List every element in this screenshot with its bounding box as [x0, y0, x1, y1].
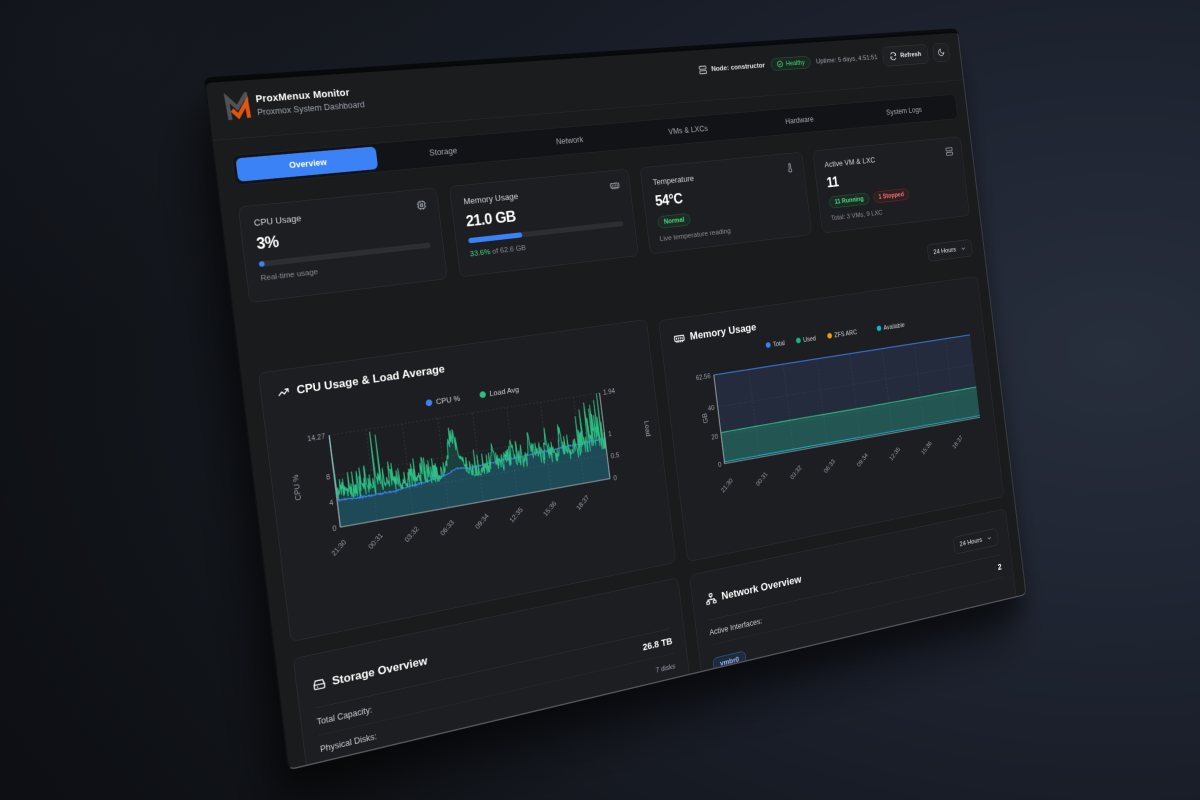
svg-text:12:35: 12:35 [508, 506, 525, 524]
svg-text:GB: GB [701, 412, 709, 424]
svg-text:0: 0 [718, 461, 722, 469]
svg-text:Used: Used [803, 334, 817, 343]
svg-text:0: 0 [613, 474, 617, 482]
svg-text:0.5: 0.5 [610, 451, 619, 460]
svg-text:4: 4 [329, 498, 334, 507]
svg-text:06:33: 06:33 [438, 518, 455, 537]
svg-text:ZFS ARC: ZFS ARC [834, 328, 858, 339]
svg-text:15:36: 15:36 [542, 500, 558, 518]
svg-text:20: 20 [711, 432, 718, 441]
svg-text:12:35: 12:35 [888, 446, 902, 463]
svg-text:09:34: 09:34 [473, 512, 490, 531]
svg-text:00:31: 00:31 [754, 470, 769, 487]
svg-text:CPU %: CPU % [436, 395, 461, 407]
svg-text:40: 40 [708, 404, 715, 413]
svg-text:21:30: 21:30 [330, 538, 348, 557]
svg-text:Load Avg: Load Avg [489, 386, 520, 399]
svg-text:Load: Load [643, 420, 652, 437]
svg-text:62.56: 62.56 [696, 372, 711, 382]
svg-text:18:37: 18:37 [951, 434, 964, 450]
svg-text:CPU %: CPU % [291, 473, 303, 501]
svg-text:03:32: 03:32 [403, 525, 421, 544]
svg-text:1.94: 1.94 [603, 387, 616, 397]
svg-text:03:32: 03:32 [789, 464, 803, 481]
svg-text:18:37: 18:37 [575, 494, 591, 512]
svg-text:8: 8 [326, 472, 331, 481]
svg-text:Available: Available [883, 321, 905, 331]
svg-text:00:31: 00:31 [367, 531, 385, 550]
svg-text:14.27: 14.27 [307, 432, 326, 443]
svg-text:0: 0 [332, 524, 337, 533]
svg-text:09:34: 09:34 [855, 452, 869, 469]
svg-text:15:36: 15:36 [920, 440, 933, 456]
svg-text:1: 1 [608, 430, 612, 438]
svg-text:21:30: 21:30 [719, 477, 734, 494]
svg-text:06:33: 06:33 [822, 458, 836, 475]
svg-text:Total: Total [773, 339, 786, 348]
